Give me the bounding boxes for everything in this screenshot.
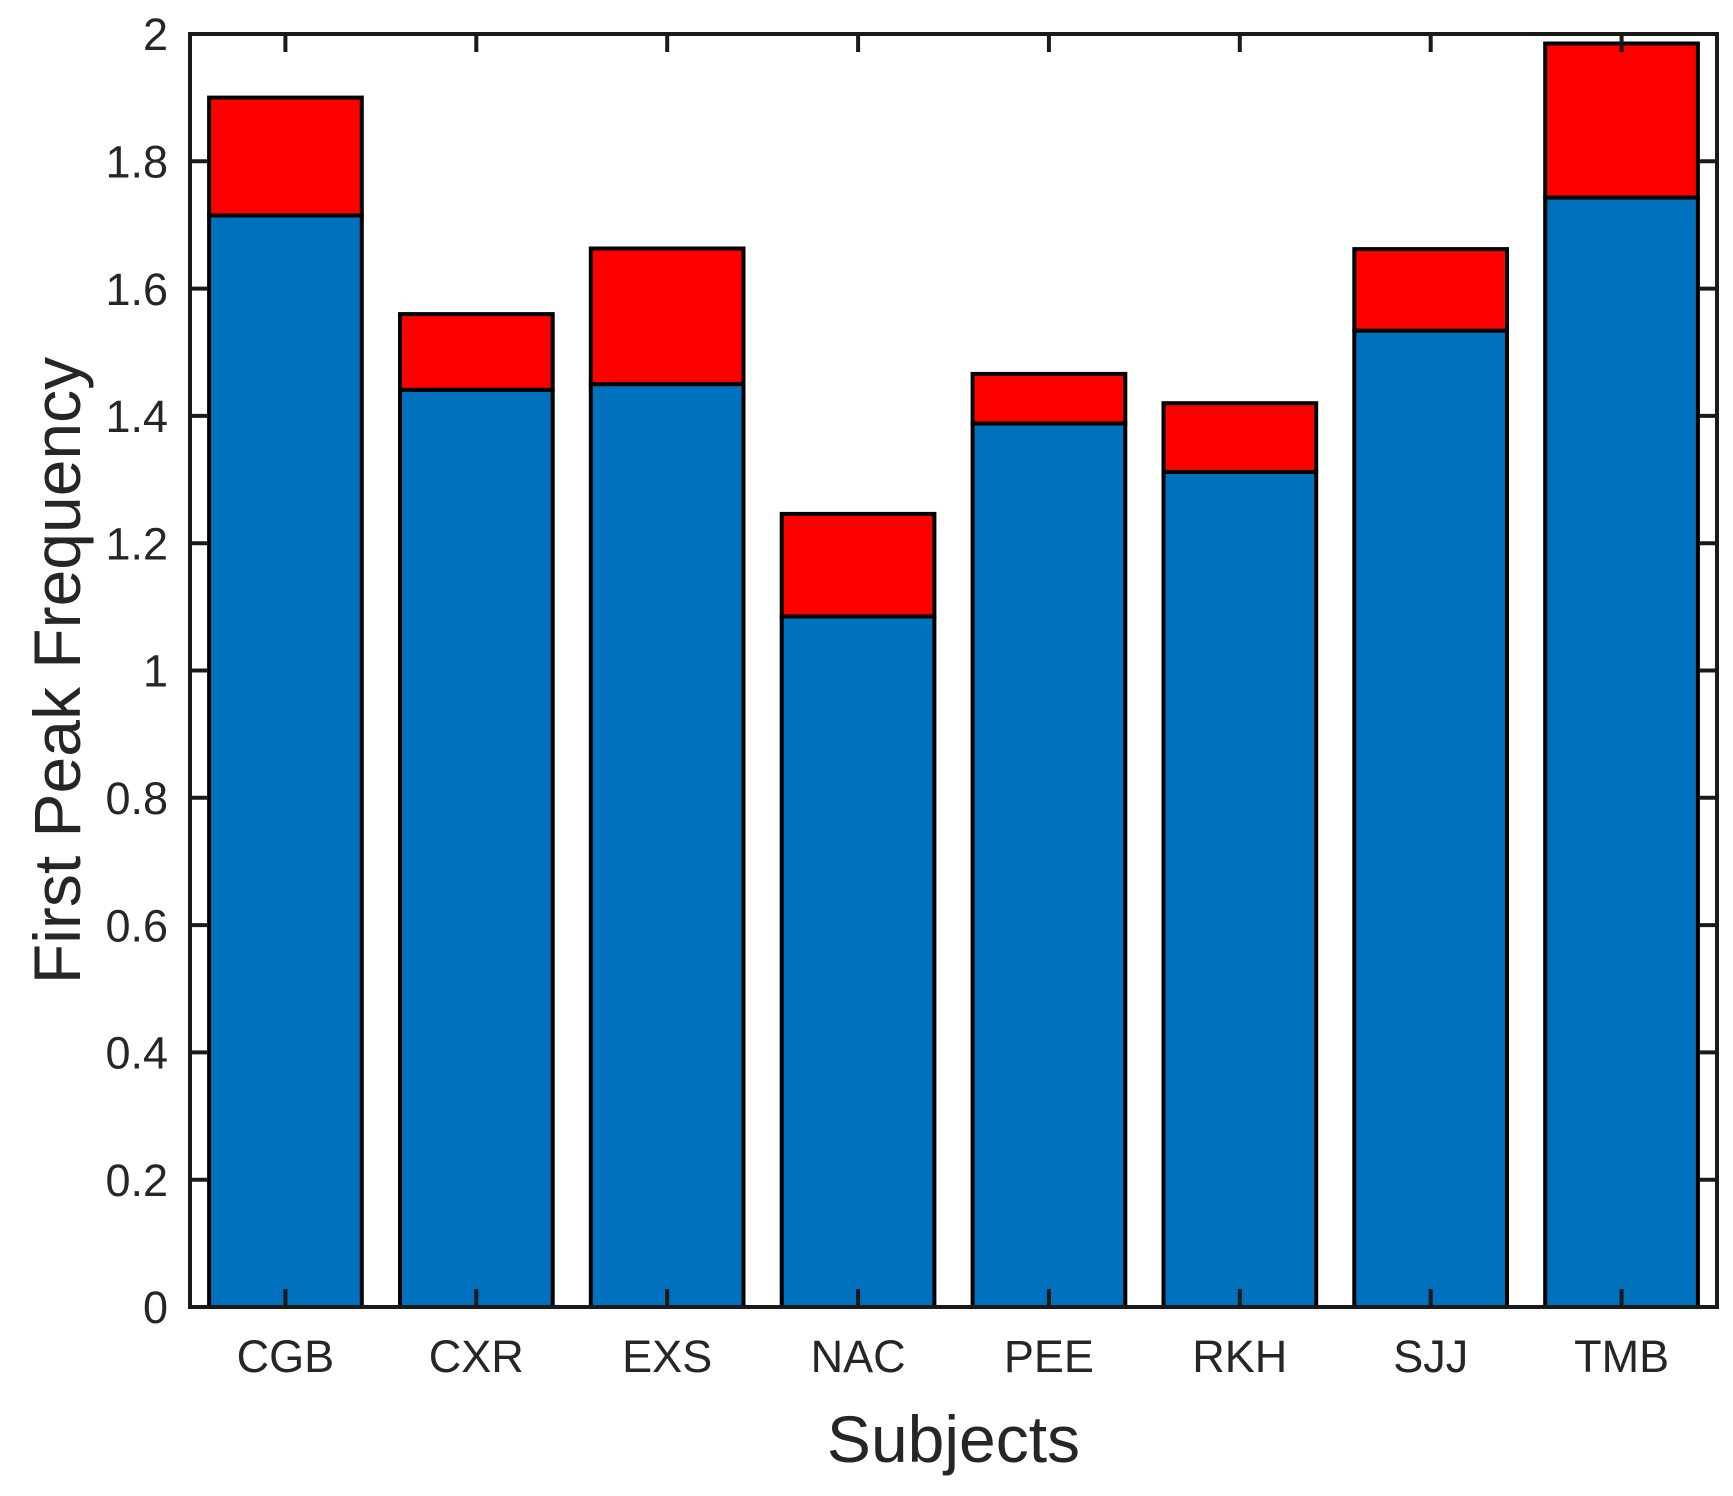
bar-segment-TMB-red-top-segment: [1543, 41, 1700, 200]
bar-segment-EXS-blue-bottom-segment: [588, 382, 746, 1310]
bar-segment-PEE-blue-bottom-segment: [970, 421, 1128, 1309]
bar-segment-SJJ-blue-bottom-segment: [1352, 328, 1510, 1310]
x-tick-label: EXS: [622, 1331, 712, 1382]
x-tick-label: CGB: [237, 1331, 335, 1382]
y-tick-label: 0.2: [105, 1155, 168, 1206]
y-tick-label: 1.2: [105, 518, 168, 569]
bar-segment-CGB-red-top-segment: [207, 95, 364, 218]
bar-segment-NAC-red-top-segment: [779, 511, 937, 619]
x-tick-label: PEE: [1004, 1331, 1094, 1382]
y-tick-label: 0.6: [105, 900, 168, 951]
x-tick-label: CXR: [429, 1331, 524, 1382]
bar-segment-RKH-blue-bottom-segment: [1161, 469, 1319, 1309]
y-tick-label: 1.8: [105, 137, 168, 188]
y-tick-label: 0.8: [105, 773, 168, 824]
bar-segment-EXS-red-top-segment: [588, 246, 746, 387]
y-tick-label: 1.4: [105, 391, 168, 442]
x-tick-label: SJJ: [1393, 1331, 1468, 1382]
y-tick-label: 1.6: [105, 264, 168, 315]
x-axis-label: Subjects: [827, 1402, 1080, 1476]
bar-segment-NAC-blue-bottom-segment: [779, 614, 937, 1309]
y-tick-label: 1: [143, 646, 168, 697]
y-axis-label: First Peak Frequency: [20, 357, 94, 984]
bar-segment-SJJ-red-top-segment: [1352, 247, 1510, 333]
y-tick-label: 0.4: [105, 1028, 168, 1079]
bar-segment-CGB-blue-bottom-segment: [207, 213, 364, 1309]
x-tick-label: NAC: [811, 1331, 906, 1382]
y-tick-label: 2: [143, 9, 168, 60]
y-tick-label: 0: [143, 1282, 168, 1333]
bar-segment-CXR-blue-bottom-segment: [398, 387, 555, 1309]
bar-segment-RKH-red-top-segment: [1161, 401, 1319, 474]
x-tick-label: RKH: [1192, 1331, 1287, 1382]
x-tick-label: TMB: [1574, 1331, 1669, 1382]
bar-segment-CXR-red-top-segment: [398, 312, 555, 392]
bar-segment-TMB-blue-bottom-segment: [1543, 195, 1700, 1310]
bar-segment-PEE-red-top-segment: [970, 371, 1128, 426]
